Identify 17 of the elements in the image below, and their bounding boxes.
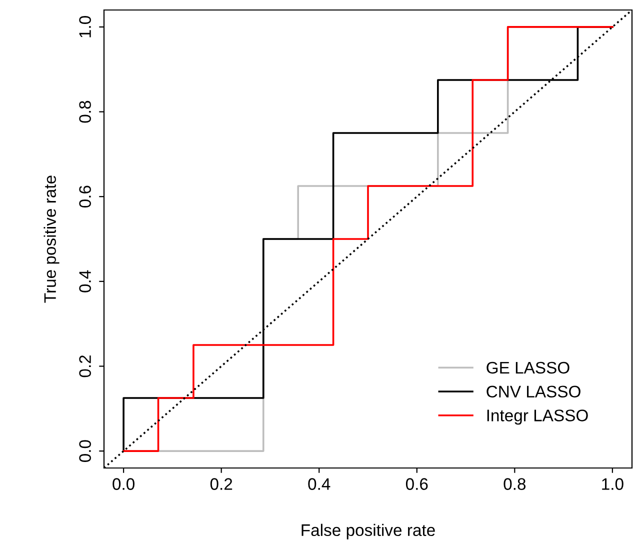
x-axis-title: False positive rate [302,524,435,540]
x-tick-label: 0.2 [210,478,232,490]
y-tick-label: 0.2 [79,355,91,378]
x-tick-label: 0.8 [504,478,526,490]
y-tick-label: 1.0 [79,16,91,38]
y-axis-title: True positive rate [44,176,60,303]
y-tick-label: 0.0 [79,440,91,462]
x-tick-label: 0.4 [308,478,330,490]
y-tick-label: 0.4 [79,270,91,292]
x-tick-label: 0.6 [406,478,428,490]
legend-label: CNV LASSO [486,386,580,398]
legend-label: GE LASSO [486,362,570,374]
y-tick-label: 0.6 [79,186,91,208]
y-tick-label: 0.8 [79,100,91,123]
legend-label: Integr LASSO [487,410,588,425]
x-tick-label: 0.0 [112,478,134,490]
x-tick-label: 1.0 [602,478,624,490]
